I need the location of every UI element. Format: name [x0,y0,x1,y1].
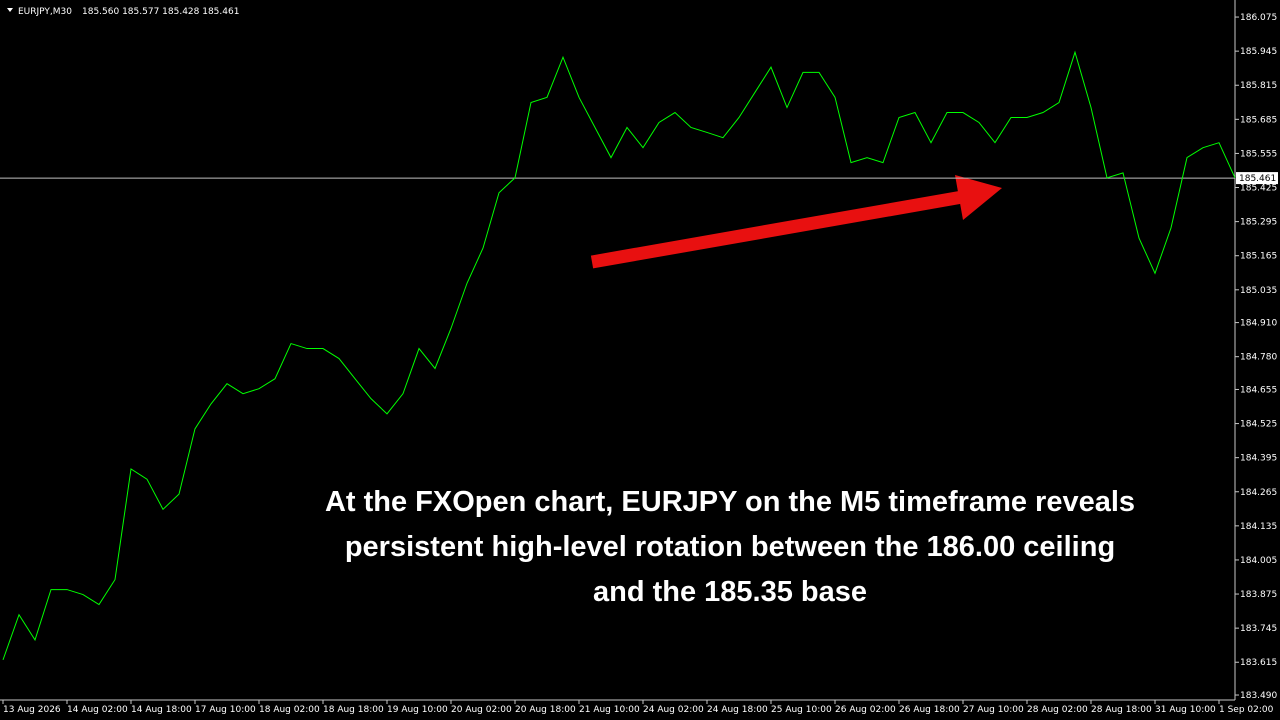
y-tick-label: 184.395 [1240,454,1277,464]
y-tick-label: 183.615 [1240,658,1277,668]
y-tick-label: 186.075 [1240,13,1277,23]
ohlc-label: 185.560 185.577 185.428 185.461 [82,7,239,17]
y-tick-label: 185.815 [1240,81,1277,91]
x-tick-label: 19 Aug 10:00 [387,705,448,715]
x-tick-label: 1 Sep 02:00 [1219,705,1274,715]
x-tick-label: 24 Aug 02:00 [643,705,704,715]
dropdown-icon[interactable] [7,8,13,12]
y-tick-label: 184.005 [1240,556,1277,566]
x-tick-label: 14 Aug 02:00 [67,705,128,715]
y-tick-label: 184.265 [1240,488,1277,498]
x-tick-label: 14 Aug 18:00 [131,705,192,715]
x-tick-label: 31 Aug 10:00 [1155,705,1216,715]
y-tick-label: 183.875 [1240,590,1277,600]
x-tick-label: 17 Aug 10:00 [195,705,256,715]
x-tick-label: 13 Aug 2026 [3,705,61,715]
x-tick-label: 24 Aug 18:00 [707,705,768,715]
annotation: At the FXOpen chart, EURJPY on the M5 ti… [230,480,1230,615]
annotation-line: At the FXOpen chart, EURJPY on the M5 ti… [324,486,1136,518]
y-tick-label: 184.910 [1240,319,1277,329]
arrow [590,175,1002,269]
y-tick-label: 184.525 [1240,420,1277,430]
x-tick-label: 21 Aug 10:00 [579,705,640,715]
price-label: 185.461 [1239,174,1276,184]
x-tick-label: 18 Aug 02:00 [259,705,320,715]
x-tick-label: 20 Aug 02:00 [451,705,512,715]
price-box [1236,172,1278,185]
y-tick-label: 185.685 [1240,115,1277,125]
y-tick-label: 183.745 [1240,624,1277,634]
y-tick-label: 185.295 [1240,218,1277,228]
annotation-line: and the 185.35 base [592,576,868,608]
y-tick-label: 184.780 [1240,353,1277,363]
x-tick-label: 20 Aug 18:00 [515,705,576,715]
x-tick-label: 25 Aug 10:00 [771,705,832,715]
y-tick-label: 185.035 [1240,286,1277,296]
y-tick-label: 185.165 [1240,252,1277,262]
x-tick-label: 27 Aug 10:00 [963,705,1024,715]
y-tick-label: 183.490 [1240,691,1277,701]
annotation-line: persistent high-level rotation between t… [344,531,1116,563]
y-tick-label: 185.945 [1240,47,1277,57]
x-tick-label: 28 Aug 18:00 [1091,705,1152,715]
y-tick-label: 184.135 [1240,522,1277,532]
x-tick-label: 18 Aug 18:00 [323,705,384,715]
y-tick-label: 185.425 [1240,184,1277,194]
price-series [2,50,1236,661]
y-tick-label: 184.655 [1240,385,1277,395]
x-tick-label: 26 Aug 18:00 [899,705,960,715]
symbol-label: EURJPY,M30 [18,7,72,17]
x-tick-label: 28 Aug 02:00 [1027,705,1088,715]
y-tick-label: 185.555 [1240,149,1277,159]
x-tick-label: 26 Aug 02:00 [835,705,896,715]
